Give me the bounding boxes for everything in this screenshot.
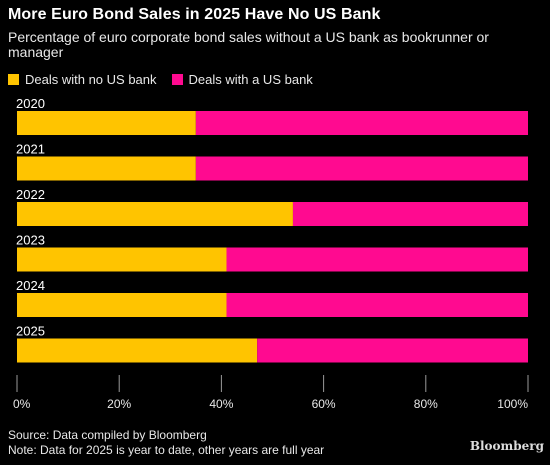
bar-2024-no-us-bank [17,293,227,317]
x-tick-label: 80% [414,397,438,411]
year-label-2020: 2020 [16,96,45,111]
source-note: Source: Data compiled by Bloomberg [8,428,207,442]
x-tick-label: 0% [13,397,31,411]
legend-swatch-no-us-bank [8,73,19,85]
footnote: Note: Data for 2025 is year to date, oth… [8,443,325,457]
bloomberg-logo: Bloomberg [469,439,544,453]
bar-2025-no-us-bank [17,338,258,363]
bar-2020-no-us-bank [17,111,196,135]
bar-2020-us-bank [195,111,528,135]
x-tick-label: 20% [107,397,131,411]
bar-2024-us-bank [226,293,528,317]
x-tick-label: 40% [209,397,233,411]
x-tick-label: 100% [497,397,528,411]
year-label-2023: 2023 [16,233,45,248]
chart-subtitle: Percentage of euro corporate bond sales … [8,29,489,60]
legend: Deals with no US bank Deals with a US ba… [8,71,328,87]
legend-item-us-bank: Deals with a US bank [171,71,313,87]
x-tick-label: 60% [312,397,336,411]
bar-2023-us-bank [226,247,528,272]
year-label-2021: 2021 [16,142,45,157]
year-label-2025: 2025 [16,324,45,339]
bar-2022-us-bank [292,202,528,226]
legend-label-us-bank: Deals with a US bank [188,71,313,87]
bar-2021-us-bank [195,156,528,181]
year-label-2022: 2022 [16,187,45,202]
legend-item-no-us-bank: Deals with no US bank [8,72,157,87]
legend-label-no-us-bank: Deals with no US bank [25,71,157,87]
chart-title: More Euro Bond Sales in 2025 Have No US … [8,6,381,23]
year-label-2024: 2024 [16,278,45,293]
legend-swatch-us-bank [171,73,183,85]
bar-2022-no-us-bank [17,202,293,226]
bar-2021-no-us-bank [17,156,196,181]
bar-2025-us-bank [257,338,528,363]
bar-2023-no-us-bank [17,247,227,272]
